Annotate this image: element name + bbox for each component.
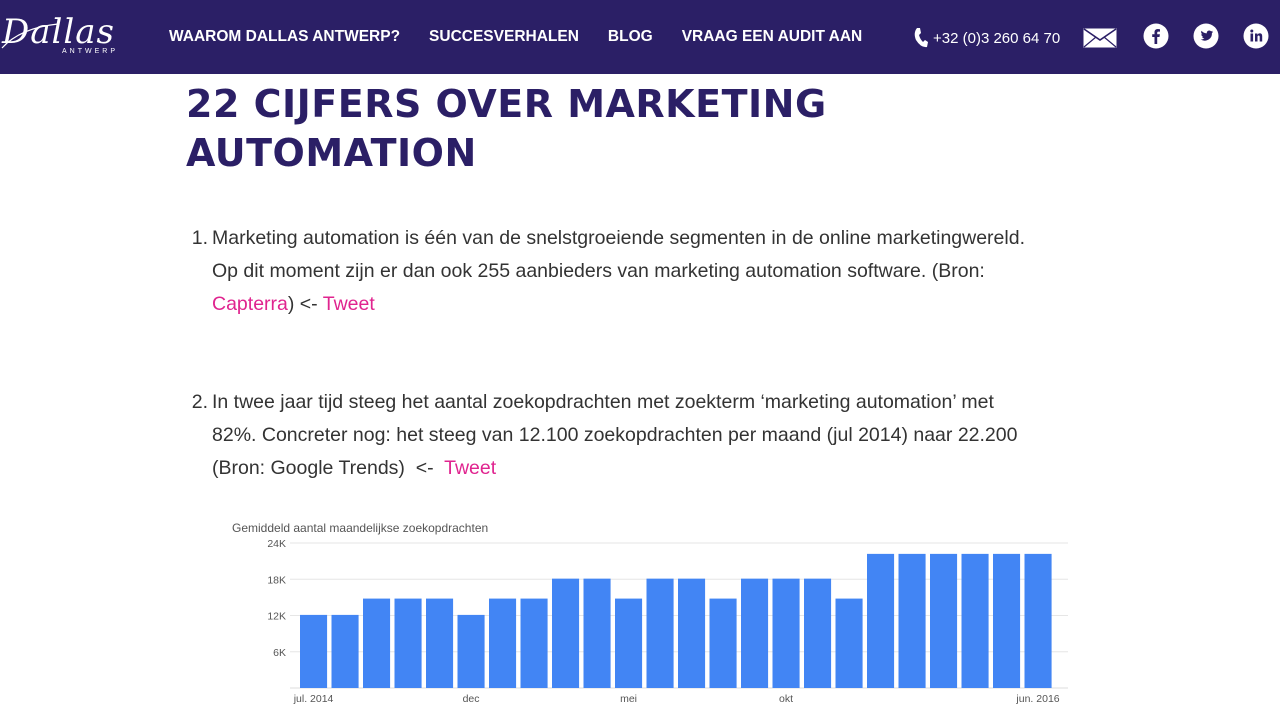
x-tick-label: dec — [463, 693, 480, 705]
page-title-line-2: AUTOMATION — [186, 131, 477, 175]
page-title: 22 CIJFERS OVER MARKETING AUTOMATION — [186, 80, 886, 178]
chart-bar[interactable] — [426, 598, 454, 688]
nav-item-waarom[interactable]: WAAROM DALLAS ANTWERP? — [169, 28, 401, 45]
chart-bar[interactable] — [552, 578, 580, 688]
chart-bar[interactable] — [741, 578, 769, 688]
dallas-logo[interactable]: Dallas ANTWERP — [0, 8, 140, 64]
chart-bar[interactable] — [961, 553, 989, 688]
chart-bar[interactable] — [1024, 553, 1052, 688]
chart-bar[interactable] — [457, 614, 485, 688]
nav-item-succesverhalen[interactable]: SUCCESVERHALEN — [429, 28, 579, 45]
twitter-icon[interactable] — [1193, 23, 1219, 49]
logo-text: Dallas — [2, 12, 115, 52]
main-navigation: WAAROM DALLAS ANTWERP? SUCCESVERHALEN BL… — [169, 0, 891, 74]
site-header: Dallas ANTWERP WAAROM DALLAS ANTWERP? SU… — [0, 0, 1280, 74]
chart-bar[interactable] — [363, 598, 391, 688]
list-item-text-line: Marketing automation is één van de snels… — [212, 227, 1025, 249]
y-tick-label: 18K — [267, 574, 286, 586]
chart-bar[interactable] — [930, 553, 958, 688]
chart-bar[interactable] — [331, 614, 359, 688]
chart-bar[interactable] — [709, 598, 737, 688]
logo-subtitle: ANTWERP — [62, 48, 118, 55]
source-link-capterra[interactable]: Capterra — [212, 293, 288, 315]
linkedin-icon[interactable] — [1243, 23, 1269, 49]
chart-bar[interactable] — [583, 578, 611, 688]
tweet-arrow-text: ) <- — [287, 293, 323, 315]
facebook-icon[interactable] — [1143, 23, 1169, 49]
logo-swoosh-icon — [1, 23, 59, 49]
y-tick-label: 6K — [273, 647, 286, 659]
phone-contact[interactable]: +32 (0)3 260 64 70 — [913, 26, 1060, 50]
chart-bar[interactable] — [300, 614, 328, 688]
chart-bar[interactable] — [993, 553, 1021, 688]
chart-bar[interactable] — [678, 578, 706, 688]
list-item-number: 2. — [191, 391, 208, 413]
x-tick-label: jul. 2014 — [293, 693, 334, 705]
chart-bar[interactable] — [615, 598, 643, 688]
chart-title: Gemiddeld aantal maandelijkse zoekopdrac… — [232, 521, 488, 535]
list-item: 2. In twee jaar tijd steeg het aantal zo… — [186, 386, 1106, 485]
chart-bar[interactable] — [646, 578, 674, 688]
chart-svg: Gemiddeld aantal maandelijkse zoekopdrac… — [232, 521, 1068, 705]
tweet-link[interactable]: Tweet — [322, 293, 375, 315]
x-tick-label: jun. 2016 — [1015, 693, 1059, 705]
search-volume-chart: Gemiddeld aantal maandelijkse zoekopdrac… — [222, 512, 1082, 712]
nav-item-blog[interactable]: BLOG — [607, 28, 653, 45]
tweet-link[interactable]: Tweet — [444, 457, 497, 479]
list-item-text-line: 82%. Concreter nog: het steeg van 12.100… — [212, 424, 1018, 446]
nav-item-audit[interactable]: VRAAG EEN AUDIT AAN — [681, 28, 863, 45]
phone-icon — [914, 28, 928, 48]
x-tick-label: okt — [779, 693, 793, 705]
chart-bar[interactable] — [394, 598, 422, 688]
list-item-text-line: In twee jaar tijd steeg het aantal zoeko… — [212, 391, 994, 413]
chart-bar[interactable] — [898, 553, 926, 688]
list-item-text-line: Op dit moment zijn er dan ook 255 aanbie… — [212, 260, 985, 282]
chart-bar[interactable] — [772, 578, 800, 688]
chart-bar[interactable] — [804, 578, 832, 688]
page-title-line-1: 22 CIJFERS OVER MARKETING — [186, 82, 827, 126]
mail-icon[interactable] — [1083, 28, 1117, 48]
y-tick-label: 24K — [267, 538, 286, 550]
chart-bar[interactable] — [867, 553, 895, 688]
source-google-trends: (Bron: Google Trends) <- — [212, 457, 445, 479]
chart-bar[interactable] — [835, 598, 863, 688]
phone-number: +32 (0)3 260 64 70 — [933, 29, 1061, 47]
chart-bar[interactable] — [489, 598, 517, 688]
list-item: 1. Marketing automation is één van de sn… — [186, 222, 1106, 321]
list-item-number: 1. — [191, 227, 208, 249]
x-tick-label: mei — [620, 693, 637, 705]
chart-bar[interactable] — [520, 598, 548, 688]
y-tick-label: 12K — [267, 611, 286, 623]
